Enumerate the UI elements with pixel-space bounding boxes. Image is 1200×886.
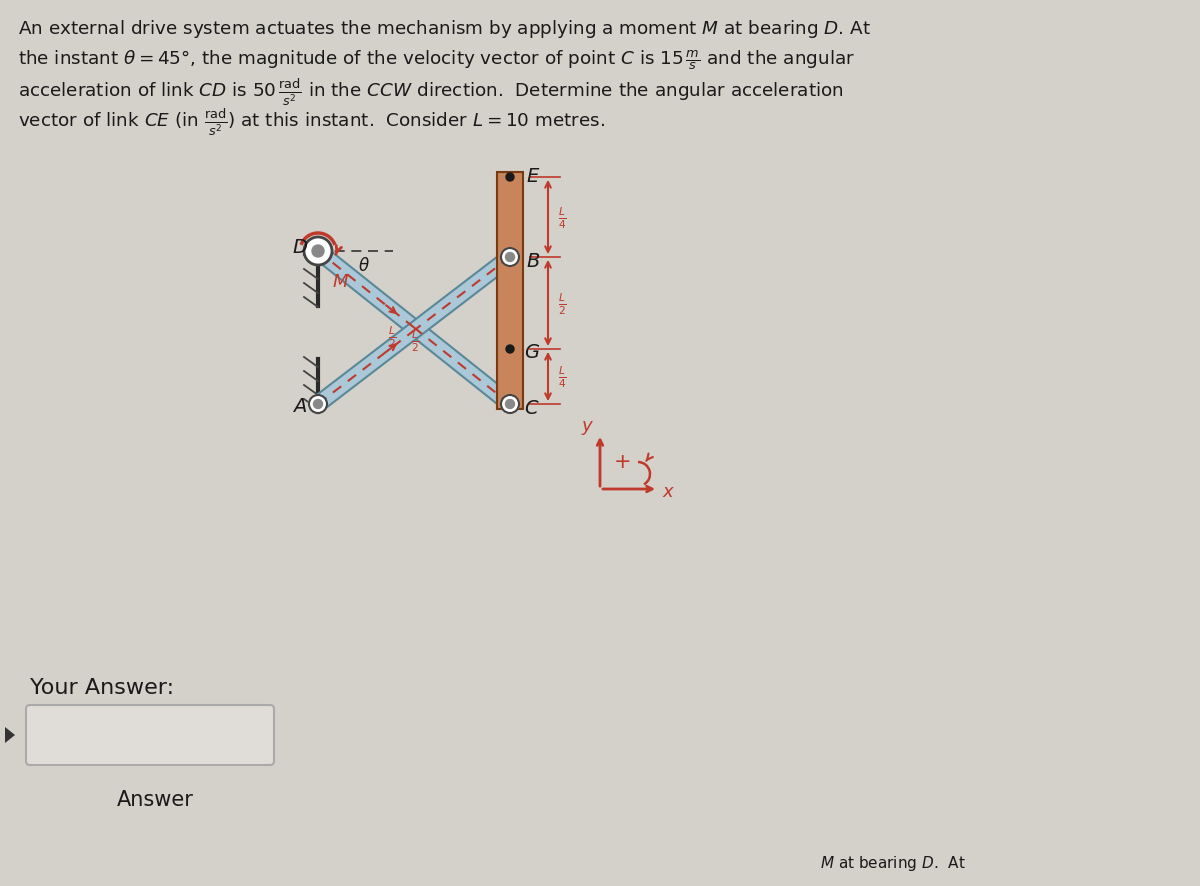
Polygon shape <box>313 252 515 411</box>
Circle shape <box>505 253 515 262</box>
Text: $E$: $E$ <box>526 167 540 185</box>
Text: $C$: $C$ <box>524 399 540 418</box>
Circle shape <box>312 245 324 258</box>
Bar <box>497 173 523 409</box>
Text: $M$: $M$ <box>332 273 349 291</box>
Text: $\frac{L}{2}$: $\frac{L}{2}$ <box>558 291 566 316</box>
Text: $\frac{L}{4}$: $\frac{L}{4}$ <box>558 205 566 230</box>
Text: $\frac{L}{4}$: $\frac{L}{4}$ <box>558 364 566 390</box>
Circle shape <box>505 400 515 409</box>
Text: $B$: $B$ <box>526 253 540 271</box>
Text: $D$: $D$ <box>292 238 308 257</box>
Text: the instant $\theta = 45°$, the magnitude of the velocity vector of point $C$ is: the instant $\theta = 45°$, the magnitud… <box>18 48 856 72</box>
Circle shape <box>310 395 328 414</box>
Circle shape <box>506 346 514 354</box>
Circle shape <box>502 395 520 414</box>
Text: acceleration of link $CD$ is $50\,\frac{\mathrm{rad}}{s^2}$ in the $CCW$ directi: acceleration of link $CD$ is $50\,\frac{… <box>18 78 844 109</box>
Text: $\theta$: $\theta$ <box>358 257 370 275</box>
Polygon shape <box>5 727 16 743</box>
Polygon shape <box>313 245 515 411</box>
Text: $G$: $G$ <box>524 343 540 362</box>
Text: Your Answer:: Your Answer: <box>30 677 174 697</box>
Text: Answer: Answer <box>116 789 193 809</box>
FancyBboxPatch shape <box>26 705 274 766</box>
Text: $x$: $x$ <box>662 483 676 501</box>
Text: $\frac{L}{2}$: $\frac{L}{2}$ <box>389 324 397 350</box>
Circle shape <box>304 237 332 266</box>
Circle shape <box>313 400 323 409</box>
Text: vector of link $CE$ (in $\frac{\mathrm{rad}}{s^2}$) at this instant.  Consider $: vector of link $CE$ (in $\frac{\mathrm{r… <box>18 108 605 139</box>
Text: $M$ at bearing $D$.  At: $M$ at bearing $D$. At <box>820 853 966 872</box>
Text: $\frac{L}{2}$: $\frac{L}{2}$ <box>410 328 419 354</box>
Text: An external drive system actuates the mechanism by applying a moment $M$ at bear: An external drive system actuates the me… <box>18 18 871 40</box>
Text: $+$: $+$ <box>613 452 631 471</box>
Text: $A$: $A$ <box>292 397 307 416</box>
Circle shape <box>502 249 520 267</box>
Text: $y$: $y$ <box>581 418 595 437</box>
Circle shape <box>506 174 514 182</box>
